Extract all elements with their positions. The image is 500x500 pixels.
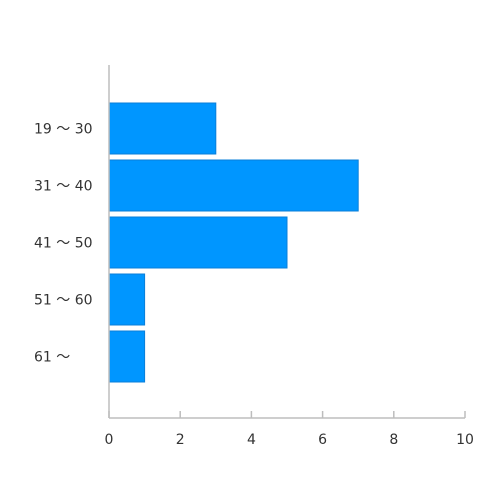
x-tick-labels-group: 0 2 4 6 8 10 [105, 432, 474, 448]
bar-3 [108, 273, 146, 326]
bar-0 [108, 102, 217, 155]
bars-group [108, 102, 359, 383]
x-tick-label-1: 2 [176, 432, 185, 448]
bar-2 [108, 216, 288, 269]
x-tick-label-3: 6 [318, 432, 327, 448]
x-tick-label-4: 8 [389, 432, 398, 448]
category-label-3: 51 ～ 60 [34, 293, 93, 309]
x-tick-label-5: 10 [456, 432, 474, 448]
category-label-4: 61 ～ [34, 350, 70, 366]
x-tick-label-0: 0 [105, 432, 114, 448]
axes-group [108, 65, 466, 419]
x-tick-label-2: 4 [247, 432, 256, 448]
category-label-1: 31 ～ 40 [34, 179, 93, 195]
bar-4 [108, 330, 146, 383]
category-label-2: 41 ～ 50 [34, 236, 93, 252]
bar-1 [108, 159, 359, 212]
category-label-0: 19 ～ 30 [34, 122, 93, 138]
category-labels-group: 19 ～ 30 31 ～ 40 41 ～ 50 51 ～ 60 61 ～ [34, 122, 93, 366]
